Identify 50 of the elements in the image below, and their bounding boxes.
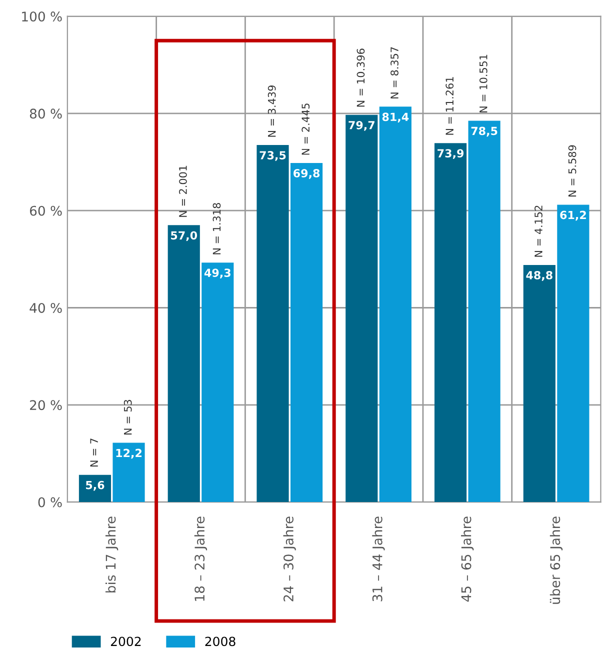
data-label: 12,2 (116, 448, 142, 459)
annotation: N = 7 (90, 438, 98, 467)
data-label: 73,5 (260, 151, 286, 161)
annotation: N = 10.551 (479, 54, 488, 112)
x-tick-label: bis 17 Jahre (105, 516, 118, 592)
bar (434, 143, 467, 502)
bar (379, 106, 412, 502)
bar (346, 114, 378, 502)
bar (523, 265, 556, 502)
data-label: 78,5 (471, 126, 498, 137)
y-tick-label: 40 % (30, 302, 62, 313)
legend-label: 2008 (205, 636, 236, 646)
x-tick-label: 24 – 30 Jahre (283, 516, 296, 602)
bar (78, 474, 112, 502)
data-label: 48,8 (526, 271, 552, 281)
annotation: N = 5.589 (568, 145, 576, 196)
bar (557, 204, 590, 502)
bar (256, 145, 289, 502)
x-tick-label: 45 – 65 Jahre (461, 516, 474, 602)
bar (112, 442, 145, 502)
bar (290, 162, 323, 502)
annotation: N = 2.001 (179, 166, 187, 217)
y-tick-label: 0 % (38, 497, 62, 508)
data-label: 57,0 (171, 231, 198, 242)
data-label: 49,3 (204, 268, 230, 278)
annotation: N = 3.439 (268, 86, 276, 137)
x-tick-label: über 65 Jahre (550, 516, 563, 604)
annotation: N = 2.445 (302, 104, 310, 155)
annotation: N = 4.152 (534, 206, 542, 257)
y-tick-label: 60 % (30, 206, 62, 216)
annotation: N = 8.357 (390, 47, 398, 98)
y-tick-label: 20 % (30, 400, 62, 410)
annotation: N = 11.261 (446, 77, 454, 135)
y-tick-label: 80 % (30, 108, 62, 119)
bar (202, 262, 234, 502)
bar (468, 120, 500, 502)
x-tick-label: 31 – 44 Jahre (372, 516, 385, 602)
data-label: 79,7 (348, 120, 374, 131)
annotation: N = 1.318 (212, 203, 221, 254)
data-label: 69,8 (294, 169, 320, 179)
data-label: 5,6 (86, 480, 104, 491)
annotation: N = 53 (124, 400, 132, 434)
annotation: N = 10.396 (356, 48, 365, 107)
y-tick-label: 100 % (22, 12, 62, 22)
x-tick-label: 18 – 23 Jahre (194, 516, 208, 601)
bar (168, 225, 200, 502)
legend-label: 2002 (110, 636, 141, 646)
data-label: 73,9 (438, 149, 464, 159)
data-label: 61,2 (560, 210, 586, 221)
data-label: 81,4 (382, 112, 409, 122)
